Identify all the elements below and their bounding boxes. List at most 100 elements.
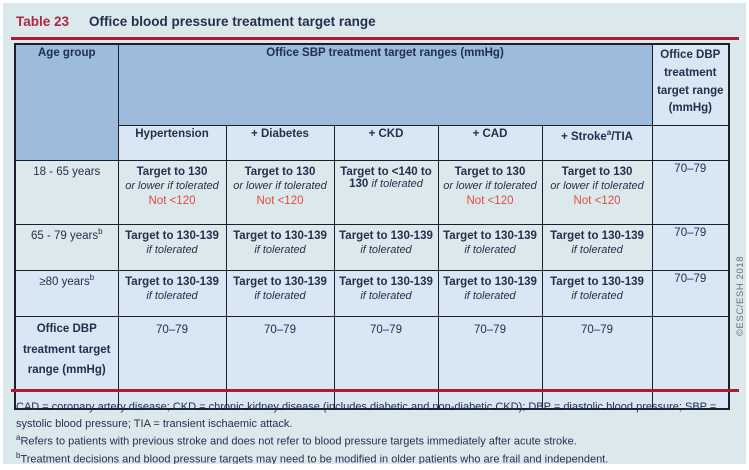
age-label: 18 - 65 years: [33, 165, 101, 178]
tolerance-note: or lower if tolerated: [233, 180, 327, 192]
table-title: Office blood pressure treatment target r…: [89, 14, 376, 29]
footnote-a-marker: a: [16, 433, 21, 442]
table-row-65-79: 65 - 79 yearsb Target to 130-139 if tole…: [14, 224, 730, 271]
target-value: Target to 130-139: [233, 276, 327, 288]
cell-ckd: Target to 130-139 if tolerated: [333, 270, 439, 317]
tolerance-note: if tolerated: [254, 290, 306, 302]
table-caption: Table 23 Office blood pressure treatment …: [16, 14, 376, 29]
lower-limit-warning: Not <120: [466, 195, 514, 207]
cell-dbp-value: 70–79: [225, 316, 335, 410]
age-cell: ≥80 yearsb: [14, 270, 119, 317]
header-dbp-empty-cell: [651, 125, 730, 161]
cell-cad: Target to 130 or lower if tolerated Not …: [437, 160, 543, 225]
header-sbp-span: Office SBP treatment target ranges (mmHg…: [117, 43, 653, 126]
cell-dbp-empty: [651, 316, 730, 410]
target-value: Target to 130: [561, 166, 633, 178]
age-footnote-marker: b: [98, 227, 103, 236]
cell-hypertension: Target to 130 or lower if tolerated Not …: [117, 160, 227, 225]
abbreviations-note: CAD = coronary artery disease; CKD = chr…: [16, 401, 717, 430]
tolerance-note: if tolerated: [146, 244, 198, 256]
dbp-row-label: Office DBP treatment target range (mmHg): [14, 316, 119, 410]
cell-dbp-range: 70–79: [651, 224, 730, 271]
target-value: Target to 130-139: [125, 276, 219, 288]
tolerance-note: if tolerated: [360, 290, 412, 302]
stroke-label: + Stroke: [561, 130, 607, 143]
target-value: Target to 130-139: [550, 276, 644, 288]
age-cell: 65 - 79 yearsb: [14, 224, 119, 271]
cell-diabetes: Target to 130 or lower if tolerated Not …: [225, 160, 335, 225]
document-page: Table 23 Office blood pressure treatment …: [3, 3, 746, 464]
age-label: ≥80 years: [39, 275, 90, 288]
target-value: Target to 130-139: [125, 230, 219, 242]
target-value: Target to <140 to: [340, 166, 432, 178]
table-row-18-65: 18 - 65 years Target to 130 or lower if …: [14, 160, 730, 225]
cell-diabetes: Target to 130-139 if tolerated: [225, 224, 335, 271]
cell-stroke-tia: Target to 130 or lower if tolerated Not …: [541, 160, 653, 225]
cell-dbp-value: 70–79: [117, 316, 227, 410]
bottom-divider-rule: [11, 389, 739, 392]
age-label: 65 - 79 years: [30, 229, 99, 242]
target-value-cont: 130: [349, 178, 369, 190]
cell-dbp-range: 70–79: [651, 160, 730, 225]
target-value: Target to 130-139: [443, 276, 537, 288]
tolerance-note: if tolerated: [464, 290, 516, 302]
cell-dbp-range: 70–79: [651, 270, 730, 317]
cell-hypertension: Target to 130-139 if tolerated: [117, 224, 227, 271]
header-col-diabetes: + Diabetes: [225, 125, 335, 161]
cell-ckd: Target to <140 to 130 if tolerated: [333, 160, 439, 225]
cell-hypertension: Target to 130-139 if tolerated: [117, 270, 227, 317]
target-value: Target to 130-139: [233, 230, 327, 242]
age-footnote-marker: b: [89, 273, 95, 282]
tolerance-note: if tolerated: [464, 244, 516, 256]
target-value: Target to 130-139: [339, 230, 433, 242]
bp-target-table: Age group Office SBP treatment target ra…: [14, 43, 731, 410]
header-col-cad: + CAD: [437, 125, 543, 161]
tolerance-note: if tolerated: [571, 244, 623, 256]
tolerance-note: if tolerated: [254, 244, 306, 256]
tia-label: /TIA: [611, 130, 633, 143]
header-col-hypertension: Hypertension: [117, 125, 227, 161]
table-number: Table 23: [16, 14, 70, 29]
tolerance-note: if tolerated: [371, 178, 423, 190]
tolerance-note: if tolerated: [571, 290, 623, 302]
stroke-footnote-marker: a: [606, 128, 612, 137]
tolerance-note: or lower if tolerated: [443, 180, 537, 192]
cell-stroke-tia: Target to 130-139 if tolerated: [541, 224, 653, 271]
target-value: Target to 130: [454, 166, 526, 178]
cell-ckd: Target to 130-139 if tolerated: [333, 224, 439, 271]
footnote-a: aRefers to patients with previous stroke…: [16, 432, 740, 450]
lower-limit-warning: Not <120: [573, 195, 621, 207]
top-divider-rule: [11, 37, 739, 40]
footnote-b-text: Treatment decisions and blood pressure t…: [20, 453, 609, 464]
cell-diabetes: Target to 130-139 if tolerated: [225, 270, 335, 317]
header-row-1: Age group Office SBP treatment target ra…: [14, 43, 730, 161]
cell-dbp-value: 70–79: [541, 316, 653, 410]
header-col-ckd: + CKD: [333, 125, 439, 161]
target-value: Target to 130: [136, 166, 208, 178]
footnote-b: bTreatment decisions and blood pressure …: [16, 450, 740, 464]
cell-cad: Target to 130-139 if tolerated: [437, 270, 543, 317]
header-age-group: Age group: [14, 43, 119, 161]
target-value: Target to 130-139: [550, 230, 644, 242]
table-row-80-plus: ≥80 yearsb Target to 130-139 if tolerate…: [14, 270, 730, 317]
tolerance-note: if tolerated: [360, 244, 412, 256]
target-value: Target to 130: [244, 166, 316, 178]
cell-dbp-value: 70–79: [437, 316, 543, 410]
header-row-2: Hypertension + Diabetes + CKD + CAD + St…: [15, 125, 730, 161]
table-row-office-dbp: Office DBP treatment target range (mmHg)…: [14, 316, 730, 410]
footnote-a-text: Refers to patients with previous stroke …: [20, 435, 577, 448]
footnotes: CAD = coronary artery disease; CKD = chr…: [16, 399, 740, 464]
header-col-stroke-tia: + Strokea/TIA: [541, 125, 653, 161]
age-cell: 18 - 65 years: [14, 160, 119, 225]
footnote-b-marker: b: [16, 451, 21, 461]
tolerance-note: or lower if tolerated: [125, 180, 219, 192]
target-value: Target to 130-139: [339, 276, 433, 288]
tolerance-note: or lower if tolerated: [550, 180, 644, 192]
target-value: Target to 130-139: [443, 230, 537, 242]
lower-limit-warning: Not <120: [256, 195, 304, 207]
lower-limit-warning: Not <120: [148, 195, 196, 207]
header-dbp: Office DBP treatment target range (mmHg): [651, 43, 730, 126]
cell-stroke-tia: Target to 130-139 if tolerated: [541, 270, 653, 317]
copyright-watermark: ©ESC/ESH 2018: [735, 255, 746, 337]
cell-cad: Target to 130-139 if tolerated: [437, 224, 543, 271]
